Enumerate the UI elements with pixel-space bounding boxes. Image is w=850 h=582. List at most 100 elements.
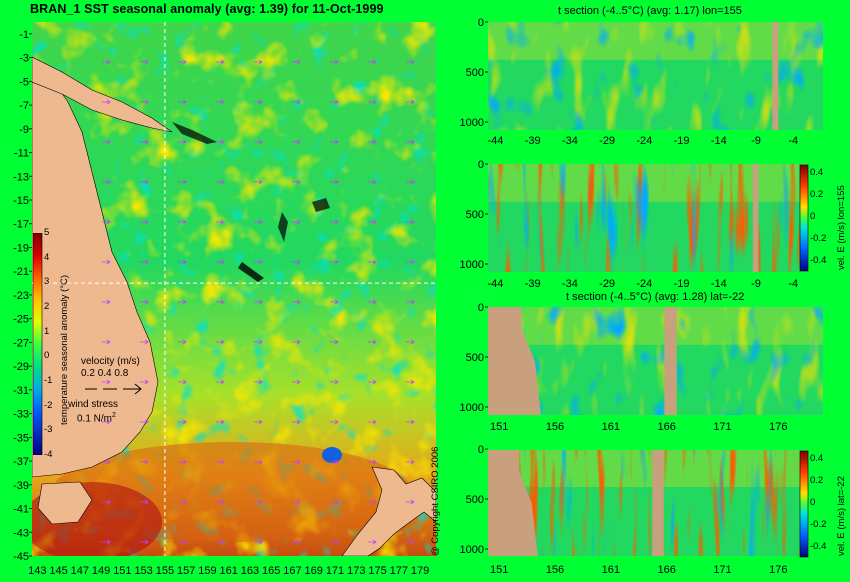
- wind-arrow: [406, 299, 415, 305]
- section3-title: t section (-4..5°C) (avg: 1.28) lat=-22: [566, 291, 745, 303]
- section-x-label: 161: [602, 564, 620, 576]
- section4-colorbar: 0.4 0.2 0 -0.2 -0.4: [799, 450, 826, 558]
- wind-arrow: [216, 339, 225, 345]
- wind-arrow: [102, 299, 111, 305]
- wind-arrow: [254, 339, 263, 345]
- section-depth-label: 1000: [460, 117, 484, 129]
- wind-legend-value: 0.1 N/m2: [77, 412, 116, 424]
- map-y-tick-label: -25: [13, 314, 29, 326]
- velocity-tick-0: 0.2: [81, 368, 95, 379]
- map-x-tick-label: 169: [305, 565, 323, 577]
- map-x-tick-label: 177: [390, 565, 408, 577]
- wind-arrow: [102, 259, 111, 265]
- map-colorbar-tick: 4: [44, 251, 50, 263]
- solomon-islands-land: [172, 122, 217, 144]
- section2-colorbar: 0.4 0.2 0 -0.2 -0.4: [799, 164, 826, 272]
- section-land: [488, 307, 541, 415]
- wind-arrow: [406, 259, 415, 265]
- wind-arrow: [368, 99, 377, 105]
- section-x-label: -39: [525, 135, 541, 147]
- velocity-tick-2: 0.8: [114, 368, 129, 379]
- wind-arrow: [292, 259, 301, 265]
- section-x-label: -4: [788, 278, 798, 290]
- wind-arrow: [330, 259, 339, 265]
- wind-arrow: [292, 179, 301, 185]
- wind-arrow: [368, 419, 377, 425]
- map-y-tick-label: -11: [14, 148, 29, 160]
- wind-arrow: [102, 99, 111, 105]
- section-land: [772, 22, 779, 130]
- section-x-label: -44: [487, 278, 503, 290]
- wind-arrow: [292, 379, 301, 385]
- wind-arrow: [178, 499, 187, 505]
- wind-arrow: [140, 459, 149, 465]
- wind-arrow: [292, 59, 301, 65]
- wind-arrow: [254, 259, 263, 265]
- map-x-tick-label: 161: [220, 565, 238, 577]
- velocity-colorbar-tick: 0.4: [810, 453, 823, 464]
- new-caledonia-land: [238, 262, 264, 282]
- section-x-label: -19: [674, 278, 690, 290]
- map-colorbar-tick: 3: [44, 276, 50, 288]
- section-x-label: -34: [562, 135, 578, 147]
- map-colorbar-tick: -4: [44, 449, 53, 460]
- wind-arrow: [140, 379, 149, 385]
- section-land: [652, 450, 664, 556]
- wind-arrow: [140, 59, 149, 65]
- map-y-tick-label: -33: [13, 409, 29, 421]
- section-depth-label: 0: [478, 302, 484, 314]
- map-x-tick-label: 167: [283, 565, 301, 577]
- section-depth-label: 1000: [460, 402, 484, 414]
- wind-arrow: [140, 219, 149, 225]
- wind-arrow: [368, 259, 377, 265]
- map-y-tick-label: -27: [13, 337, 29, 349]
- map-y-tick-label: -43: [13, 527, 29, 539]
- map-colorbar-tick: -3: [44, 424, 53, 436]
- velocity-colorbar-tick: -0.2: [810, 519, 826, 530]
- wind-arrow: [330, 339, 339, 345]
- new-guinea-land: [32, 56, 173, 133]
- wind-arrow: [330, 219, 339, 225]
- main-title: BRAN_1 SST seasonal anomaly (avg: 1.39) …: [30, 2, 384, 16]
- wind-arrow: [102, 499, 111, 505]
- section4-panel[interactable]: [488, 450, 800, 556]
- section3-panel[interactable]: [488, 307, 823, 415]
- wind-arrow: [216, 139, 225, 145]
- wind-arrow: [140, 179, 149, 185]
- section-land: [752, 164, 759, 272]
- wind-arrow: [406, 379, 415, 385]
- map-y-tick-label: -7: [19, 100, 29, 112]
- wind-arrow: [254, 219, 263, 225]
- sst-map[interactable]: [32, 22, 436, 556]
- wind-arrow: [254, 59, 263, 65]
- section-x-label: -19: [674, 135, 690, 147]
- wind-arrow: [292, 539, 301, 545]
- wind-arrow: [216, 539, 225, 545]
- wind-arrow: [330, 379, 339, 385]
- velocity-legend-title: velocity (m/s): [81, 356, 140, 367]
- map-y-tick-label: -17: [13, 219, 29, 231]
- section-land: [664, 307, 677, 415]
- section1-panel[interactable]: [488, 22, 823, 130]
- section-depth-label: 0: [478, 159, 484, 171]
- section1-title: t section (-4..5°C) (avg: 1.17) lon=155: [558, 5, 742, 17]
- wind-arrow: [368, 139, 377, 145]
- fiji-land: [312, 198, 330, 212]
- wind-arrow: [330, 499, 339, 505]
- wind-arrow: [406, 419, 415, 425]
- map-y-tick-label: -13: [13, 171, 29, 183]
- section4-colorbar-label: vel. E (m/s) lat=-22: [836, 476, 847, 556]
- section2-panel[interactable]: [488, 164, 800, 272]
- map-x-tick-label: 147: [71, 565, 89, 577]
- map-x-tick-label: 155: [156, 565, 174, 577]
- wind-arrow: [102, 419, 111, 425]
- wind-arrow: [368, 299, 377, 305]
- wind-arrow: [368, 459, 377, 465]
- wind-arrow: [178, 339, 187, 345]
- velocity-colorbar-bar: [799, 164, 809, 272]
- tasmania-land: [37, 481, 93, 525]
- map-y-tick-label: -41: [13, 504, 29, 516]
- wind-arrow: [216, 259, 225, 265]
- wind-arrow: [254, 419, 263, 425]
- section3-y-axis: 0 500 1000: [460, 302, 488, 414]
